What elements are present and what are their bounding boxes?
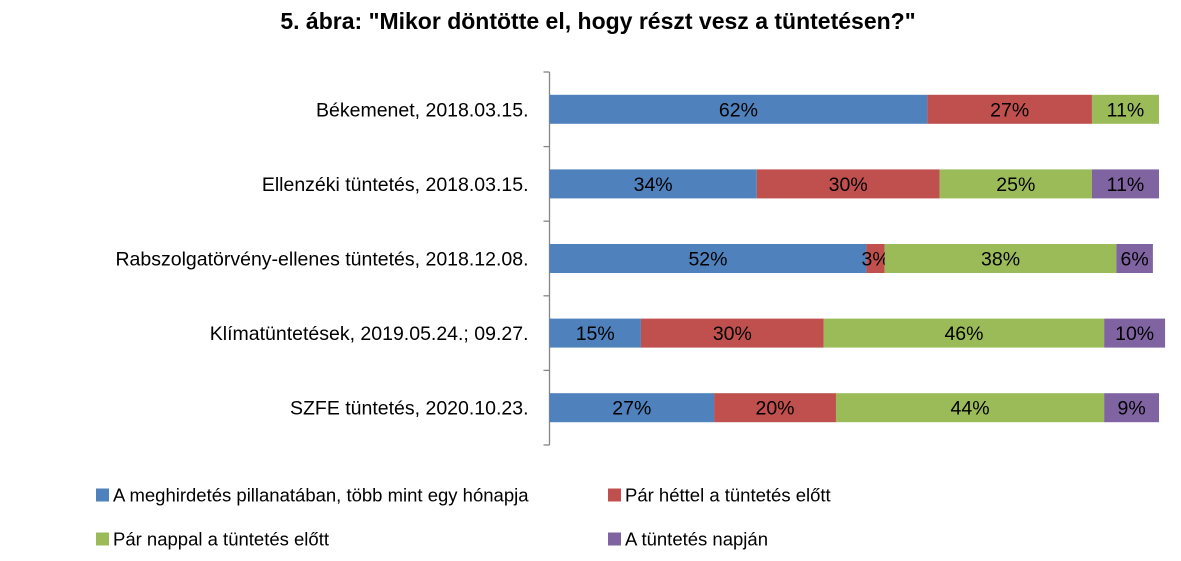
- bar-segment: [939, 169, 1092, 199]
- bar-segment: [1104, 393, 1159, 423]
- bar-segment: [1116, 244, 1153, 273]
- bar-segment: [823, 318, 1105, 348]
- data-label: 38%: [981, 249, 1020, 271]
- category-axis: [543, 71, 551, 446]
- bar-segment: [714, 393, 836, 423]
- legend: A meghirdetés pillanatában, több mint eg…: [96, 485, 831, 550]
- data-label: 10%: [1115, 323, 1154, 345]
- bar-segment: [1091, 94, 1159, 124]
- data-label: 20%: [755, 398, 794, 420]
- bar-segment: [866, 244, 885, 273]
- data-label: 3%: [861, 249, 889, 271]
- data-label: 9%: [1117, 398, 1145, 420]
- category-label: SZFE tüntetés, 2020.10.23.: [290, 398, 529, 420]
- data-label: 30%: [713, 323, 752, 345]
- legend-swatch: [96, 488, 109, 502]
- category-labels: Békemenet, 2018.03.15. Ellenzéki tüntetés…: [115, 99, 528, 419]
- legend-label: A tüntetés napján: [625, 529, 768, 550]
- category-label: Klímatüntetések, 2019.05.24.; 09.27.: [210, 323, 529, 345]
- bar-segment: [549, 318, 641, 348]
- data-label: 6%: [1121, 249, 1149, 271]
- bar-segment: [549, 94, 928, 124]
- bar-segment: [884, 244, 1117, 273]
- bar-segment: [756, 169, 940, 199]
- legend-swatch: [608, 488, 621, 502]
- bar-segment: [549, 169, 757, 199]
- data-label: 15%: [576, 323, 615, 345]
- data-label: 27%: [612, 398, 651, 420]
- bar-segment: [1104, 318, 1166, 348]
- plot-area: 62% 27% 11% 34% 30% 25% 11% 52% 3% 38% 6% 15% 30% 46%…: [549, 94, 1166, 423]
- bar-segment: [835, 393, 1105, 423]
- legend-swatch: [608, 532, 621, 546]
- data-label: 30%: [829, 174, 868, 196]
- legend-label: A meghirdetés pillanatában, több mint eg…: [113, 485, 529, 506]
- chart-title: 5. ábra: "Mikor döntötte el, hogy részt …: [280, 8, 915, 34]
- category-label: Békemenet, 2018.03.15.: [316, 99, 529, 121]
- legend-label: Pár héttel a tüntetés előtt: [625, 485, 831, 506]
- data-label: 44%: [951, 398, 990, 420]
- category-label: Ellenzéki tüntetés, 2018.03.15.: [262, 174, 529, 196]
- bar-segment: [1091, 169, 1159, 199]
- data-label: 46%: [944, 323, 983, 345]
- data-label: 52%: [688, 249, 727, 271]
- bar-segment: [640, 318, 824, 348]
- data-label: 34%: [634, 174, 673, 196]
- legend-label: Pár nappal a tüntetés előtt: [113, 529, 329, 550]
- data-label: 27%: [990, 99, 1029, 121]
- data-label: 11%: [1107, 99, 1145, 121]
- bar-segment: [549, 393, 715, 423]
- data-label: 25%: [996, 174, 1035, 196]
- legend-swatch: [96, 532, 109, 546]
- data-label: 62%: [719, 99, 758, 121]
- category-label: Rabszolgatörvény-ellenes tüntetés, 2018.…: [115, 249, 528, 271]
- bar-segment: [927, 94, 1092, 124]
- data-label: 11%: [1107, 174, 1145, 196]
- bar-segment: [549, 244, 867, 273]
